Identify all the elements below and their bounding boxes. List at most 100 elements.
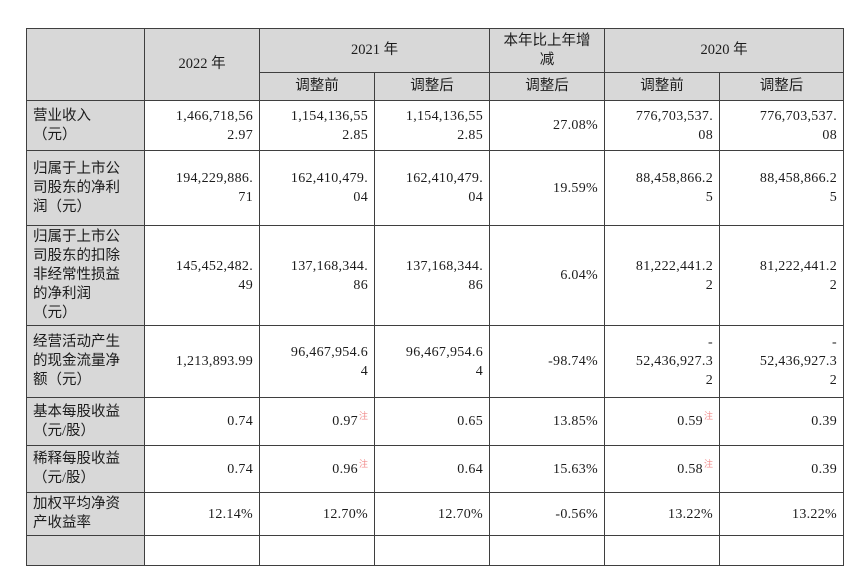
table-cell: 194,229,886. 71 (144, 150, 260, 226)
row-label: 归属于上市公 司股东的扣除 非经常性损益 的净利润 （元） (26, 225, 145, 326)
table-cell (259, 535, 375, 566)
cell-value: 81,222,441.2 2 (635, 258, 713, 293)
table-cell: 81,222,441.2 2 (604, 225, 720, 326)
table-cell: 162,410,479. 04 (374, 150, 490, 226)
row-label: 稀释每股收益 （元/股） (26, 445, 145, 493)
table-row-partial (26, 535, 844, 566)
table-cell: 0.59注 (604, 397, 720, 446)
table-cell: 15.63% (489, 445, 605, 493)
cell-value: 0.39 (811, 414, 837, 429)
table-cell: 137,168,344. 86 (374, 225, 490, 326)
cell-value: 145,452,482. 49 (175, 258, 253, 293)
table-cell: 96,467,954.6 4 (374, 325, 490, 398)
table-cell: - 52,436,927.3 2 (719, 325, 844, 398)
table-cell: 0.64 (374, 445, 490, 493)
header-change: 本年比上年增 减 (489, 28, 605, 73)
cell-value: - 52,436,927.3 2 (759, 335, 837, 388)
cell-value: 162,410,479. 04 (405, 171, 483, 205)
cell-value: 88,458,866.2 5 (759, 171, 837, 205)
cell-value: 19.59% (553, 180, 598, 196)
table-row: 归属于上市公 司股东的扣除 非经常性损益 的净利润 （元） 145,452,482… (26, 225, 844, 326)
table-cell: 1,154,136,55 2.85 (259, 100, 375, 151)
cell-value: 13.22% (668, 506, 713, 522)
row-label: 加权平均净资 产收益率 (26, 492, 145, 536)
cell-value: 13.22% (792, 506, 837, 522)
cell-value: 15.63% (553, 461, 598, 477)
table-cell: 12.14% (144, 492, 260, 536)
note-marker: 注 (358, 458, 368, 469)
row-label: 归属于上市公 司股东的净利 润（元） (26, 150, 145, 226)
table-cell (489, 535, 605, 566)
cell-value: 0.74 (227, 414, 253, 429)
table-row: 经营活动产生 的现金流量净 额（元） 1,213,893.99 96,467,954… (26, 325, 844, 398)
table-cell: 0.58注 (604, 445, 720, 493)
table-body: 营业收入 （元） 1,466,718,56 2.97 1,154,136,55 2.… (26, 100, 844, 566)
note-marker: 注 (358, 411, 368, 422)
table-row: 归属于上市公 司股东的净利 润（元） 194,229,886. 71 162,410… (26, 150, 844, 226)
table-cell: 96,467,954.6 4 (259, 325, 375, 398)
table-cell: 0.65 (374, 397, 490, 446)
table-cell: - 52,436,927.3 2 (604, 325, 720, 398)
row-label: 基本每股收益 （元/股） (26, 397, 145, 446)
table-cell: 776,703,537. 08 (719, 100, 844, 151)
cell-value: 137,168,344. 86 (290, 258, 368, 293)
cell-value: 27.08% (553, 118, 598, 133)
row-label: 经营活动产生 的现金流量净 额（元） (26, 325, 145, 398)
table-row: 营业收入 （元） 1,466,718,56 2.97 1,154,136,55 2.… (26, 100, 844, 151)
note-marker: 注 (703, 458, 713, 469)
table-cell (604, 535, 720, 566)
row-label: 营业收入 （元） (26, 100, 145, 151)
cell-value: 0.65 (457, 414, 483, 429)
table-cell: 6.04% (489, 225, 605, 326)
cell-value: -0.56% (555, 506, 598, 522)
cell-value: 12.14% (208, 506, 253, 522)
cell-value: 0.59 (677, 414, 703, 429)
cell-value: - 52,436,927.3 2 (635, 335, 713, 388)
header-2022: 2022 年 (144, 28, 260, 101)
table-cell: 88,458,866.2 5 (604, 150, 720, 226)
header-2021-post-adjust: 调整后 (374, 72, 490, 101)
table-cell: 137,168,344. 86 (259, 225, 375, 326)
cell-value: 12.70% (323, 506, 368, 522)
cell-value: 162,410,479. 04 (290, 171, 368, 205)
table-cell: 19.59% (489, 150, 605, 226)
table-cell (374, 535, 490, 566)
cell-value: 1,466,718,56 2.97 (175, 108, 253, 143)
note-marker: 注 (703, 411, 713, 422)
cell-value: 12.70% (438, 506, 483, 522)
header-2021: 2021 年 (259, 28, 490, 73)
header-change-post-adjust: 调整后 (489, 72, 605, 101)
table-cell: 13.85% (489, 397, 605, 446)
header-corner-cell (26, 28, 145, 101)
table-cell: -98.74% (489, 325, 605, 398)
table-cell: 13.22% (604, 492, 720, 536)
table-cell: -0.56% (489, 492, 605, 536)
table-cell (144, 535, 260, 566)
table-cell: 776,703,537. 08 (604, 100, 720, 151)
table-cell: 13.22% (719, 492, 844, 536)
header-2020: 2020 年 (604, 28, 844, 73)
table-cell: 162,410,479. 04 (259, 150, 375, 226)
cell-value: 776,703,537. 08 (759, 108, 837, 143)
table-cell: 27.08% (489, 100, 605, 151)
cell-value: 0.96 (332, 461, 358, 477)
cell-value: 0.74 (227, 461, 253, 477)
cell-value: 0.39 (811, 461, 837, 477)
cell-value: 96,467,954.6 4 (405, 344, 483, 379)
cell-value: 13.85% (553, 414, 598, 429)
table-cell: 0.97注 (259, 397, 375, 446)
table-cell: 0.74 (144, 397, 260, 446)
header-row-years: 2022 年 2021 年 本年比上年增 减 2020 年 (26, 28, 844, 101)
header-2020-pre-adjust: 调整前 (604, 72, 720, 101)
financial-summary-table: 2022 年 2021 年 本年比上年增 减 2020 年 调整前 调整后 调整… (26, 28, 844, 566)
table-cell: 1,154,136,55 2.85 (374, 100, 490, 151)
table-cell: 1,466,718,56 2.97 (144, 100, 260, 151)
table-row: 加权平均净资 产收益率 12.14% 12.70% 12.70% -0.56% 13.22… (26, 492, 844, 536)
cell-value: 0.58 (677, 461, 703, 477)
header-2021-pre-adjust: 调整前 (259, 72, 375, 101)
cell-value: -98.74% (548, 354, 598, 369)
table-cell: 0.74 (144, 445, 260, 493)
cell-value: 1,154,136,55 2.85 (405, 108, 483, 143)
table-cell: 0.39 (719, 397, 844, 446)
cell-value: 776,703,537. 08 (635, 108, 713, 143)
